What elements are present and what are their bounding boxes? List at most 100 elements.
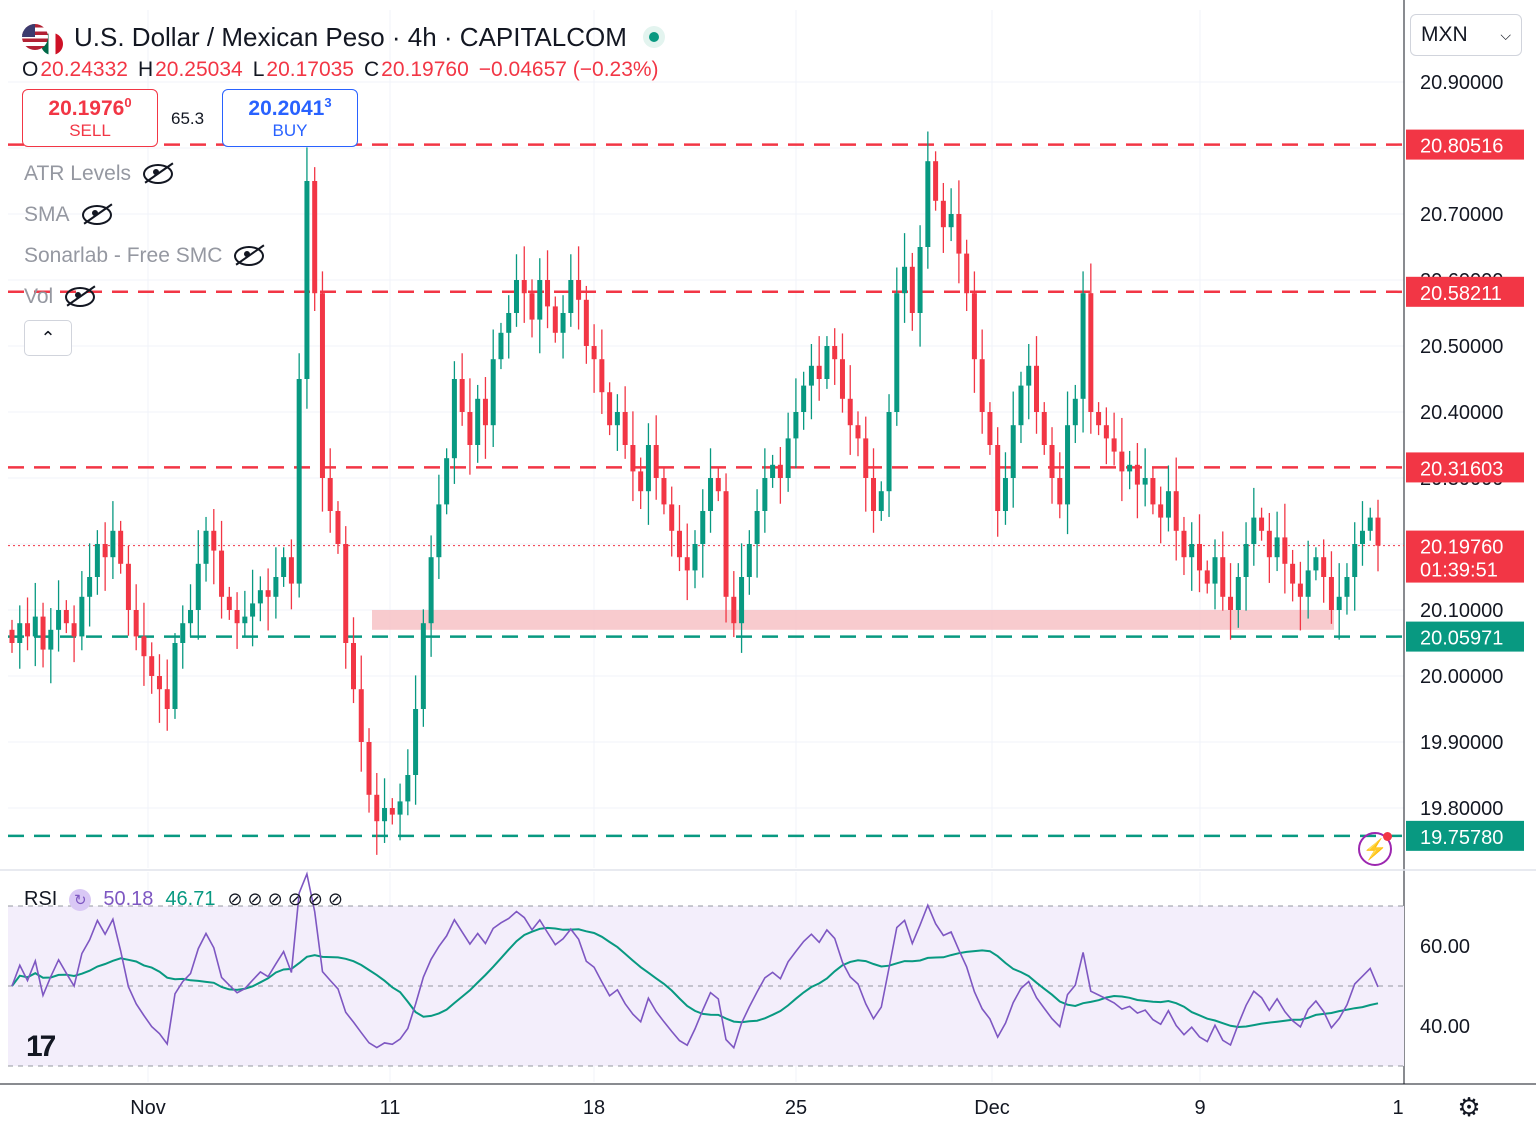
- candle-body: [645, 445, 651, 492]
- ohlc-key: O: [22, 58, 39, 81]
- candle-body: [226, 596, 232, 610]
- candle-body: [1049, 445, 1055, 478]
- candle-body: [987, 412, 993, 445]
- candle-body: [273, 577, 279, 597]
- candle-body: [754, 511, 760, 544]
- candle-body: [521, 280, 527, 294]
- candle-body: [428, 557, 434, 624]
- indicator-sma[interactable]: SMA: [24, 203, 112, 227]
- rsi-ma-value: 46.71: [165, 888, 216, 910]
- candle-body: [607, 392, 613, 426]
- candle-body: [917, 247, 923, 313]
- hidden-eye-icon[interactable]: [65, 287, 96, 307]
- level-label: 20.58211: [1420, 283, 1502, 305]
- x-tick-label: 1: [1392, 1097, 1403, 1119]
- hidden-eye-icon[interactable]: [234, 246, 265, 266]
- candle-body: [312, 181, 318, 294]
- level-label-bg: [1406, 452, 1524, 483]
- candle-body: [420, 623, 426, 709]
- candle-body: [948, 214, 954, 228]
- sell-button[interactable]: 20.19760 SELL: [22, 89, 158, 147]
- candle-body: [436, 504, 442, 558]
- candle-body: [1290, 563, 1296, 584]
- candle-body: [793, 412, 799, 439]
- candle-body: [389, 808, 395, 815]
- candle-body: [739, 577, 745, 624]
- candle-body: [327, 478, 333, 511]
- alerts-bolt-icon[interactable]: ⚡: [1358, 832, 1392, 866]
- settings-icon[interactable]: ⚙: [1457, 1092, 1481, 1122]
- hidden-eye-icon[interactable]: [142, 164, 173, 184]
- candle-body: [816, 365, 822, 379]
- indicator-vol[interactable]: Vol: [24, 285, 96, 309]
- candle-body: [808, 365, 814, 386]
- candle-body: [777, 464, 783, 478]
- candle-body: [560, 313, 566, 333]
- y-tick-label: 19.80000: [1420, 798, 1503, 820]
- candle-body: [1142, 478, 1148, 485]
- candle-body: [506, 313, 512, 333]
- y-tick-label: 19.90000: [1420, 732, 1503, 754]
- candle-body: [1150, 478, 1156, 505]
- spread-value: 65.3: [171, 109, 205, 128]
- candle-body: [1080, 293, 1086, 399]
- candle-body: [669, 504, 675, 531]
- candle-body: [1041, 412, 1047, 445]
- candle-body: [1034, 365, 1039, 412]
- ohlc-value: 20.17035: [266, 58, 354, 81]
- candle-body: [1321, 557, 1327, 577]
- indicator-label: Vol: [24, 285, 54, 308]
- candle-body: [878, 491, 884, 511]
- candle-body: [1344, 577, 1350, 597]
- candle-body: [614, 412, 620, 426]
- symbol-header[interactable]: U.S. Dollar / Mexican Peso · 4h · CAPITA…: [22, 18, 659, 56]
- candle-body: [467, 412, 473, 445]
- candle-body: [692, 544, 698, 571]
- candle-body: [676, 530, 682, 558]
- candle-body: [1103, 425, 1109, 439]
- candle-body: [48, 629, 54, 650]
- candle-body: [630, 445, 636, 472]
- candle-body: [319, 293, 325, 478]
- candle-body: [1297, 583, 1303, 597]
- candle-body: [405, 775, 411, 802]
- current-price-label-bg: [1406, 530, 1524, 583]
- sell-label: SELL: [69, 121, 111, 140]
- level-label: 20.31603: [1420, 458, 1503, 480]
- candle-body: [871, 478, 877, 511]
- buy-button[interactable]: 20.20413 BUY: [222, 89, 358, 147]
- candle-body: [902, 266, 908, 294]
- candle-body: [149, 656, 155, 676]
- rsi-legend[interactable]: RSI ↻ 50.18 46.71 ⊘ ⊘ ⊘ ⊘ ⊘ ⊘: [24, 888, 343, 911]
- buy-price: 20.2041: [248, 97, 325, 120]
- candle-body: [444, 458, 450, 505]
- candle-body: [1367, 517, 1373, 531]
- candle-body: [591, 346, 597, 360]
- candle-body: [1259, 517, 1265, 531]
- candle-body: [234, 610, 240, 624]
- currency-select[interactable]: MXN ⌵: [1410, 14, 1522, 56]
- candle-body: [770, 464, 776, 478]
- y-tick-label: 20.90000: [1420, 72, 1503, 94]
- hidden-eye-icon[interactable]: [81, 205, 112, 225]
- candle-body: [451, 379, 457, 459]
- sync-icon[interactable]: ↻: [69, 888, 92, 911]
- candle-body: [1328, 577, 1334, 610]
- candle-body: [583, 299, 589, 346]
- collapse-indicators-button[interactable]: ⌃: [24, 320, 72, 356]
- candle-body: [1173, 491, 1179, 531]
- indicator-sonarlab[interactable]: Sonarlab - Free SMC: [24, 244, 265, 268]
- candle-body: [971, 293, 977, 360]
- indicator-atr-levels[interactable]: ATR Levels: [24, 162, 173, 186]
- indicator-label: ATR Levels: [24, 162, 131, 185]
- candle-body: [335, 511, 341, 544]
- candle-body: [1057, 478, 1063, 505]
- candle-body: [661, 478, 667, 505]
- indicator-label: Sonarlab - Free SMC: [24, 244, 223, 267]
- candle-body: [839, 359, 845, 399]
- candle-body: [1119, 451, 1125, 472]
- level-label-bg: [1406, 820, 1524, 851]
- indicator-label: SMA: [24, 203, 70, 226]
- candle-body: [242, 616, 248, 624]
